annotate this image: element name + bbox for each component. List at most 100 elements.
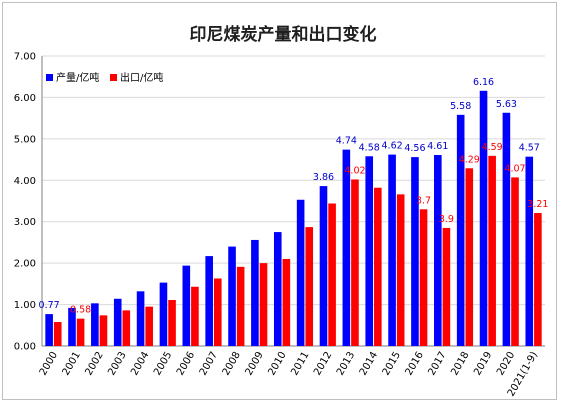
bar-production — [113, 298, 122, 346]
x-tick-label: 2010 — [266, 350, 288, 378]
x-tick-label: 2008 — [221, 350, 243, 378]
data-label-production: 4.58 — [359, 142, 380, 153]
y-tick-label: 2.00 — [14, 259, 36, 270]
bar-production — [434, 155, 442, 346]
data-label-export: 4.02 — [344, 165, 365, 176]
data-label-export: 4.07 — [504, 163, 525, 174]
data-label-production: 5.63 — [496, 99, 517, 110]
bar-production — [479, 90, 488, 346]
bars — [45, 90, 542, 346]
x-tick-label: 2003 — [106, 350, 128, 378]
data-label-production: 4.74 — [336, 136, 357, 147]
data-label-export: 4.59 — [482, 142, 503, 153]
legend-label-export: 出口/亿吨 — [120, 71, 163, 84]
bar-export — [191, 286, 199, 346]
data-label-production: 4.57 — [519, 143, 540, 154]
bar-export — [511, 177, 519, 346]
bar-production — [91, 303, 99, 346]
y-tick-label: 4.00 — [14, 176, 36, 187]
bar-export — [305, 227, 314, 346]
y-tick-label: 0.00 — [14, 342, 36, 353]
legend-swatch-production — [46, 74, 53, 81]
bar-production — [525, 156, 534, 346]
legend: 产量/亿吨 出口/亿吨 — [46, 71, 163, 84]
data-label-production: 5.58 — [450, 101, 471, 112]
data-label-production: 6.16 — [473, 77, 494, 88]
bar-production — [251, 239, 259, 346]
bar-export — [328, 203, 336, 346]
x-axis: 2000 2001 2002 2003 2004 2005 2006 2007 2008 2009… — [38, 350, 540, 399]
x-tick-label: 2017 — [426, 350, 448, 378]
bar-export — [465, 168, 474, 346]
y-axis: 0.00 1.00 2.00 3.00 4.00 5.00 6.00 7.00 — [14, 52, 43, 353]
bar-export — [53, 321, 62, 346]
bar-export — [122, 310, 131, 346]
bar-export — [213, 278, 222, 346]
bar-production — [296, 199, 305, 346]
bar-production — [228, 246, 236, 346]
y-tick-label: 3.00 — [14, 217, 36, 228]
data-label-production: 0.77 — [39, 300, 60, 311]
x-tick-label: 2002 — [84, 350, 106, 378]
x-tick-label: 2018 — [449, 350, 471, 378]
bar-export — [99, 315, 108, 346]
y-tick-label: 7.00 — [14, 52, 36, 63]
bar-production — [456, 114, 465, 346]
x-tick-label: 2019 — [472, 350, 494, 378]
bar-export — [442, 227, 451, 346]
legend-label-production: 产量/亿吨 — [56, 71, 99, 84]
bar-production — [319, 186, 328, 346]
bar-production — [411, 157, 419, 346]
bar-production — [502, 112, 511, 346]
x-tick-label: 2006 — [175, 350, 197, 378]
data-label-production: 4.56 — [404, 143, 425, 154]
x-tick-label: 2012 — [312, 350, 334, 378]
x-tick-label: 2011 — [289, 350, 311, 378]
bar-production — [182, 265, 191, 346]
data-label-export: 0.58 — [70, 305, 91, 316]
y-tick-label: 1.00 — [14, 300, 36, 311]
bar-production — [273, 232, 282, 346]
bar-production — [205, 256, 213, 346]
bar-export — [76, 318, 85, 346]
bar-production — [68, 307, 76, 346]
bar-production — [159, 282, 168, 346]
bar-export — [145, 306, 153, 346]
bar-production — [365, 156, 374, 346]
bar-export — [488, 155, 496, 346]
bar-export — [351, 179, 359, 346]
x-tick-label: 2016 — [404, 350, 426, 378]
x-tick-label: 2009 — [244, 350, 266, 378]
x-tick-label: 2020 — [495, 350, 517, 378]
x-tick-label: 2004 — [129, 350, 151, 378]
legend-swatch-export — [110, 74, 117, 81]
x-tick-label: 2015 — [381, 350, 403, 378]
x-tick-label: 2001 — [61, 350, 83, 378]
x-tick-label: 2005 — [152, 350, 174, 378]
bar-export — [168, 300, 176, 346]
data-label-export: 4.29 — [459, 154, 480, 165]
data-label-export: 3.7 — [416, 195, 431, 206]
bar-production — [136, 291, 145, 346]
bar-production — [342, 149, 351, 346]
bar-export — [534, 213, 542, 346]
x-tick-label: 2007 — [198, 350, 220, 378]
y-tick-label: 6.00 — [14, 93, 36, 104]
bar-production — [388, 154, 396, 346]
bar-export — [374, 187, 382, 346]
bar-production — [45, 314, 53, 346]
data-label-export: 3.9 — [439, 214, 454, 225]
bar-export — [259, 263, 268, 346]
bar-export — [396, 194, 405, 346]
bar-export — [282, 259, 291, 346]
data-label-production: 4.62 — [382, 141, 403, 152]
x-tick-label: 2000 — [38, 350, 60, 378]
data-label-production: 4.61 — [427, 141, 448, 152]
data-label-export: 3.21 — [527, 199, 548, 210]
bar-export — [236, 266, 245, 346]
data-label-production: 3.86 — [313, 172, 334, 183]
bar-export — [419, 209, 428, 346]
y-tick-label: 5.00 — [14, 134, 36, 145]
data-labels: 0.77 3.86 4.744.58 4.62 4.56 4.61 5.58 6.165.63… — [39, 77, 549, 316]
